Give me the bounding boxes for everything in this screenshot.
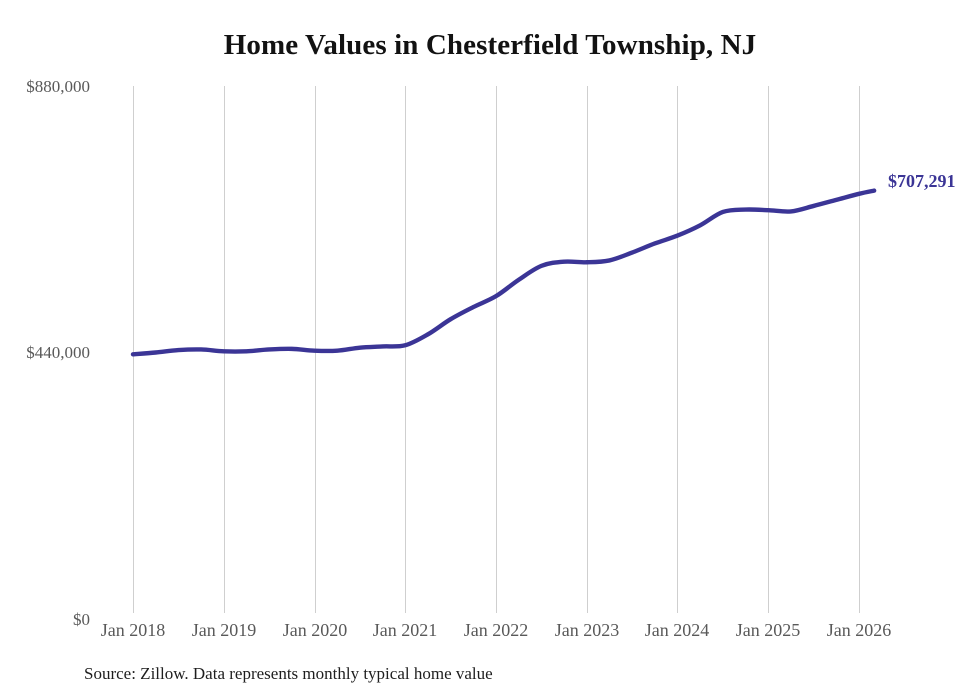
x-axis-tick-jan-2020: Jan 2020 [282,620,348,640]
line-series-typical-home-value [130,188,877,357]
page-title: Home Values in Chesterfield Township, NJ [223,29,757,61]
gridline-jan-2025 [768,86,769,613]
x-axis-tick-jan-2022: Jan 2022 [463,620,529,640]
x-axis-tick-jan-2019: Jan 2019 [191,620,257,640]
x-axis-tick-jan-2025: Jan 2025 [735,620,801,640]
y-axis-tick-0: $0 [73,610,90,629]
gridline-jan-2026 [859,86,860,613]
gridline-jan-2024 [677,86,678,613]
x-axis-tick-jan-2026: Jan 2026 [826,620,892,640]
source-note: Source: Zillow. Data represents monthly … [84,664,493,683]
x-axis-tick-jan-2018: Jan 2018 [100,620,166,640]
x-axis-labels: Jan 2018 Jan 2019 Jan 2020 Jan 2021 Jan … [0,620,980,650]
x-axis-tick-jan-2024: Jan 2024 [644,620,710,640]
end-value-annotation: $707,291 [888,171,956,191]
gridline-jan-2021 [405,86,406,613]
y-axis-labels: $880,000 $440,000 $0 [0,0,90,699]
y-axis-tick-880000: $880,000 [26,77,90,96]
gridline-jan-2023 [587,86,588,613]
x-axis-tick-jan-2021: Jan 2021 [372,620,438,640]
gridline-jan-2018 [133,86,134,613]
gridline-jan-2022 [496,86,497,613]
y-axis-tick-440000: $440,000 [26,343,90,362]
x-axis-tick-jan-2023: Jan 2023 [554,620,620,640]
